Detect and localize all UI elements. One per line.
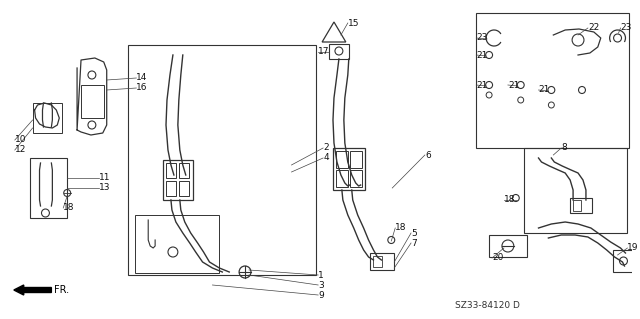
- Text: 10: 10: [15, 136, 26, 145]
- Bar: [524, 148, 627, 233]
- Text: 5: 5: [411, 228, 417, 238]
- Text: 11: 11: [99, 174, 110, 182]
- Text: 1: 1: [318, 271, 324, 279]
- Bar: [336, 170, 348, 187]
- Bar: [350, 151, 362, 168]
- Bar: [570, 198, 592, 213]
- Text: 7: 7: [411, 239, 417, 248]
- Bar: [612, 250, 634, 272]
- Bar: [29, 158, 67, 218]
- Bar: [136, 215, 220, 273]
- Bar: [489, 235, 527, 257]
- Text: SZ33-84120 D: SZ33-84120 D: [454, 300, 520, 309]
- Text: 9: 9: [318, 291, 324, 300]
- Bar: [573, 200, 581, 211]
- FancyArrow shape: [14, 285, 51, 295]
- Text: 21: 21: [538, 85, 550, 94]
- Bar: [179, 163, 189, 178]
- Bar: [476, 13, 629, 148]
- Bar: [350, 170, 362, 187]
- Text: 4: 4: [323, 153, 329, 162]
- Bar: [179, 181, 189, 196]
- Bar: [81, 85, 104, 118]
- Text: 2: 2: [323, 144, 329, 152]
- Text: 22: 22: [588, 24, 599, 33]
- Text: 12: 12: [15, 145, 26, 154]
- Text: 23: 23: [476, 33, 488, 42]
- Text: 13: 13: [99, 183, 110, 192]
- Text: FR.: FR.: [54, 285, 70, 295]
- Text: 21: 21: [476, 80, 488, 90]
- Text: 18: 18: [63, 204, 75, 212]
- Text: 8: 8: [561, 144, 567, 152]
- Text: 23: 23: [621, 24, 632, 33]
- Bar: [166, 181, 176, 196]
- Text: 14: 14: [136, 73, 148, 83]
- Text: 18: 18: [396, 224, 407, 233]
- Text: 3: 3: [318, 280, 324, 290]
- Bar: [372, 256, 382, 267]
- Text: 15: 15: [348, 19, 359, 27]
- Bar: [329, 44, 349, 59]
- Text: 6: 6: [425, 151, 431, 160]
- Bar: [129, 45, 316, 275]
- Text: 19: 19: [627, 243, 639, 253]
- Text: 16: 16: [136, 84, 148, 93]
- Bar: [333, 148, 365, 190]
- Bar: [369, 253, 394, 270]
- Text: 21: 21: [476, 50, 488, 60]
- Bar: [163, 160, 193, 200]
- Bar: [166, 163, 176, 178]
- Text: 18: 18: [504, 196, 515, 204]
- Text: 21: 21: [508, 80, 519, 90]
- Bar: [336, 151, 348, 168]
- Text: 17: 17: [318, 48, 330, 56]
- Text: 20: 20: [492, 254, 504, 263]
- Bar: [33, 103, 62, 133]
